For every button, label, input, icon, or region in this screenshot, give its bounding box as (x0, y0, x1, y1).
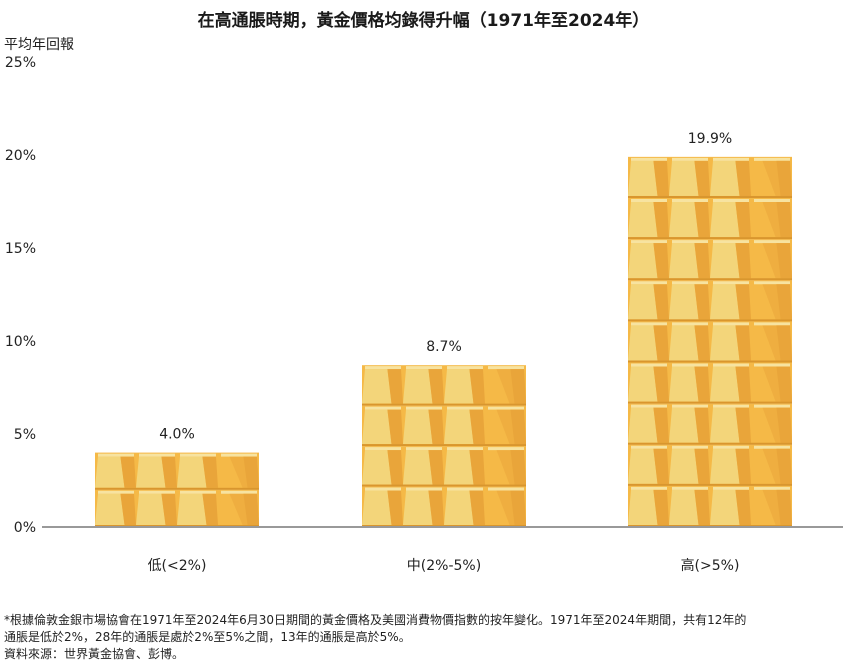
y-axis-title: 平均年回報 (4, 37, 74, 53)
bar (95, 452, 259, 527)
y-tick-label: 15% (5, 241, 36, 257)
y-tick-label: 25% (5, 55, 36, 71)
data-label: 19.9% (688, 131, 732, 147)
footnote-line-1: *根據倫敦金銀市場協會在1971年至2024年6月30日期間的黃金價格及美國消費… (4, 613, 747, 627)
y-tick-label: 0% (14, 520, 36, 536)
footnote-line-2: 通脹是低於2%，28年的通脹是處於2%至5%之間，13年的通脹是高於5%。 (4, 630, 411, 644)
bar (628, 156, 792, 527)
data-label: 8.7% (426, 339, 462, 355)
y-tick-label: 5% (14, 427, 36, 443)
source-note: 資料來源：世界黃金協會、彭博。 (4, 647, 185, 661)
chart-title: 在高通脹時期，黃金價格均錄得升幅（1971年至2024年） (197, 11, 650, 31)
chart-plot: 0% 5% 10% 15% 20% 25% 低(<2%) 中(2%-5%) 高(>5%) 4.… (5, 55, 843, 574)
x-tick-label: 中(2%-5%) (407, 558, 481, 574)
data-label: 4.0% (159, 427, 195, 443)
value-labels: 4.0% 8.7% 19.9% (159, 131, 732, 443)
bar-group (95, 156, 792, 527)
bar (362, 365, 526, 527)
y-tick-label: 10% (5, 334, 36, 350)
x-tick-label: 高(>5%) (681, 557, 740, 574)
y-axis-ticks: 0% 5% 10% 15% 20% 25% (5, 55, 36, 536)
x-tick-label: 低(<2%) (148, 558, 207, 574)
x-axis-ticks: 低(<2%) 中(2%-5%) 高(>5%) (148, 557, 740, 574)
y-tick-label: 20% (5, 148, 36, 164)
